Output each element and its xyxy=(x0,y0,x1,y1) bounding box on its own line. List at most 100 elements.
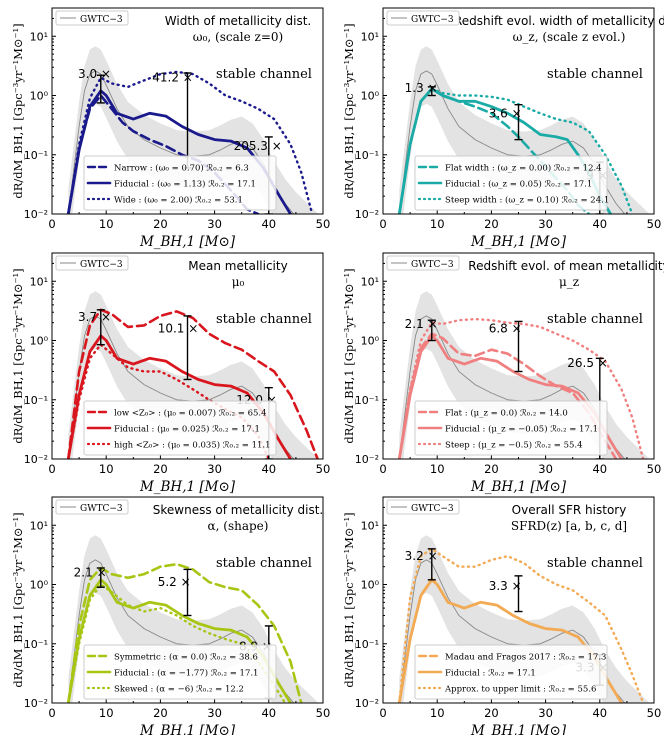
x-tick-label: 0 xyxy=(48,706,55,720)
panel-title: Redshift evol. of mean metallicity xyxy=(468,259,664,273)
x-axis-label: M_BH,1 [M⊙] xyxy=(139,723,236,735)
panel-subtitle: μ₀ xyxy=(232,275,245,289)
legend-label: Fiducial : (μ₀ = 0.025) ℛ₀.₂ = 17.1 xyxy=(114,424,260,435)
ratio-label: 26.5 × xyxy=(567,356,608,370)
x-tick-label: 30 xyxy=(207,706,222,720)
legend-label: Fiducial : (ω_z = 0.05) ℛ₀.₂ = 17.1 xyxy=(445,179,592,190)
y-tick-label: 10⁻² xyxy=(355,697,379,710)
ratio-label: 5.2 × xyxy=(158,575,191,589)
legend-label: Approx. to upper limit : ℛ₀.₂ = 55.6 xyxy=(444,685,596,695)
gwtc-legend: GWTC−3 xyxy=(55,255,129,271)
gwtc-legend-label: GWTC−3 xyxy=(80,504,123,514)
x-tick-label: 40 xyxy=(592,706,607,720)
x-tick-label: 30 xyxy=(538,217,553,231)
y-axis-label: dR/dM_BH,1 [Gpc⁻³yr⁻¹M⊙⁻¹] xyxy=(342,268,356,443)
legend-label: Narrow : (ω₀ = 0.70) ℛ₀.₂ = 6.3 xyxy=(114,163,249,174)
panel-title: Width of metallicity dist. xyxy=(165,14,311,28)
legend-label: Fiducial : (ω₀ = 1.13) ℛ₀.₂ = 17.1 xyxy=(114,179,256,190)
channel-label: stable channel xyxy=(547,312,643,327)
ratio-label: 1.3 × xyxy=(405,81,438,95)
channel-label: stable channel xyxy=(216,67,312,82)
gwtc-legend-label: GWTC−3 xyxy=(80,15,123,25)
x-tick-label: 20 xyxy=(153,462,168,476)
x-axis-label: M_BH,1 [M⊙] xyxy=(470,234,567,250)
panel-subtitle: ω_z, (scale z evol.) xyxy=(513,30,626,44)
gwtc-legend: GWTC−3 xyxy=(386,10,460,26)
y-tick-label: 10⁰ xyxy=(361,335,380,348)
x-tick-label: 20 xyxy=(484,462,499,476)
series-legend: Flat : (μ_z = 0.0) ℛ₀.₂ = 14.0 Fiducial :… xyxy=(414,400,608,456)
panel-title: Mean metallicity xyxy=(188,259,287,273)
series-line xyxy=(398,317,645,459)
ratio-label: 205.3 × xyxy=(234,139,282,153)
ratio-label: 3.7 × xyxy=(78,310,111,324)
x-tick-label: 50 xyxy=(316,217,331,231)
chart-panel: 1.3 ×3.6 ×9 ×0102030405010⁻²10⁻¹10⁰10¹M_… xyxy=(342,7,664,250)
ratio-label: 41.2 × xyxy=(152,71,193,85)
x-tick-label: 40 xyxy=(261,462,276,476)
y-tick-label: 10⁻¹ xyxy=(355,638,379,651)
gwtc-legend-label: GWTC−3 xyxy=(411,504,454,514)
series-line xyxy=(398,87,634,214)
legend-label: high <Z₀> : (μ₀ = 0.035) ℛ₀.₂ = 11.1 xyxy=(114,440,271,451)
ratio-label: 6.8 × xyxy=(489,321,522,335)
y-tick-label: 10¹ xyxy=(361,519,379,532)
series-line xyxy=(66,89,292,214)
ratio-label: 10.1 × xyxy=(158,321,199,335)
series-line xyxy=(398,547,645,703)
y-tick-label: 10⁰ xyxy=(30,335,49,348)
y-tick-label: 10⁰ xyxy=(361,90,380,103)
panel-subtitle: μ_z xyxy=(559,275,579,289)
x-axis-label: M_BH,1 [M⊙] xyxy=(470,479,567,495)
x-tick-label: 40 xyxy=(592,217,607,231)
x-tick-label: 30 xyxy=(538,462,553,476)
x-tick-label: 20 xyxy=(153,217,168,231)
y-tick-label: 10⁻² xyxy=(355,208,379,221)
x-axis-label: M_BH,1 [M⊙] xyxy=(139,479,236,495)
x-tick-label: 0 xyxy=(379,217,386,231)
y-tick-label: 10⁻¹ xyxy=(355,149,379,162)
x-tick-label: 50 xyxy=(647,462,662,476)
x-tick-label: 10 xyxy=(99,217,114,231)
panel-subtitle: SFRD(z) [a, b, c, d] xyxy=(511,519,627,533)
legend-label: Fiducial : (μ_z = −0.05) ℛ₀.₂ = 17.1 xyxy=(445,424,598,435)
channel-label: stable channel xyxy=(547,67,643,82)
y-axis-label: dR/dM_BH,1 [Gpc⁻³yr⁻¹M⊙⁻¹] xyxy=(11,268,25,443)
channel-label: stable channel xyxy=(216,556,312,571)
x-tick-label: 30 xyxy=(538,706,553,720)
x-tick-label: 0 xyxy=(379,706,386,720)
gwtc-legend: GWTC−3 xyxy=(386,499,460,515)
gwtc-legend: GWTC−3 xyxy=(55,499,129,515)
y-tick-label: 10¹ xyxy=(30,519,48,532)
legend-label: Symmetric : (α = 0.0) ℛ₀.₂ = 38.6 xyxy=(114,652,258,663)
ratio-label: 3.2 × xyxy=(405,549,438,563)
x-axis-label: M_BH,1 [M⊙] xyxy=(139,234,236,250)
y-axis-label: dR/dM_BH,1 [Gpc⁻³yr⁻¹M⊙⁻¹] xyxy=(342,23,356,198)
x-tick-label: 10 xyxy=(430,462,445,476)
x-tick-label: 50 xyxy=(316,706,331,720)
y-tick-label: 10¹ xyxy=(361,275,379,288)
x-tick-label: 40 xyxy=(261,706,276,720)
gwtc-legend-label: GWTC−3 xyxy=(411,260,454,270)
legend-label: Flat width : (ω_z = 0.00) ℛ₀.₂ = 12.4 xyxy=(445,163,602,174)
x-tick-label: 10 xyxy=(430,706,445,720)
legend-label: Fiducial : (α = −1.77) ℛ₀.₂ = 17.1 xyxy=(114,668,258,679)
series-line xyxy=(398,332,618,459)
legend-label: Fiducial : ℛ₀.₂ = 17.1 xyxy=(445,669,536,679)
legend-label: Steep : (μ_z = −0.5) ℛ₀.₂ = 55.4 xyxy=(445,440,583,451)
gwtc-legend: GWTC−3 xyxy=(386,255,460,271)
x-tick-label: 20 xyxy=(484,217,499,231)
x-tick-label: 40 xyxy=(592,462,607,476)
x-tick-label: 50 xyxy=(647,706,662,720)
chart-panel: 2.1 ×5.2 ×8.9 ×0102030405010⁻²10⁻¹10⁰10¹… xyxy=(11,496,331,735)
series-line xyxy=(66,334,292,459)
x-tick-label: 40 xyxy=(261,217,276,231)
series-legend: Madau and Fragos 2017 : ℛ₀.₂ = 17.3 Fiduc… xyxy=(414,644,608,700)
y-tick-label: 10⁻² xyxy=(355,453,379,466)
series-legend: Flat width : (ω_z = 0.00) ℛ₀.₂ = 12.4 Fid… xyxy=(414,155,609,211)
y-tick-label: 10⁻² xyxy=(24,453,48,466)
x-tick-label: 20 xyxy=(153,706,168,720)
x-tick-label: 20 xyxy=(484,706,499,720)
chart-panel: 3.2 ×3.3 ×3.3 ×0102030405010⁻²10⁻¹10⁰10¹… xyxy=(342,496,662,735)
